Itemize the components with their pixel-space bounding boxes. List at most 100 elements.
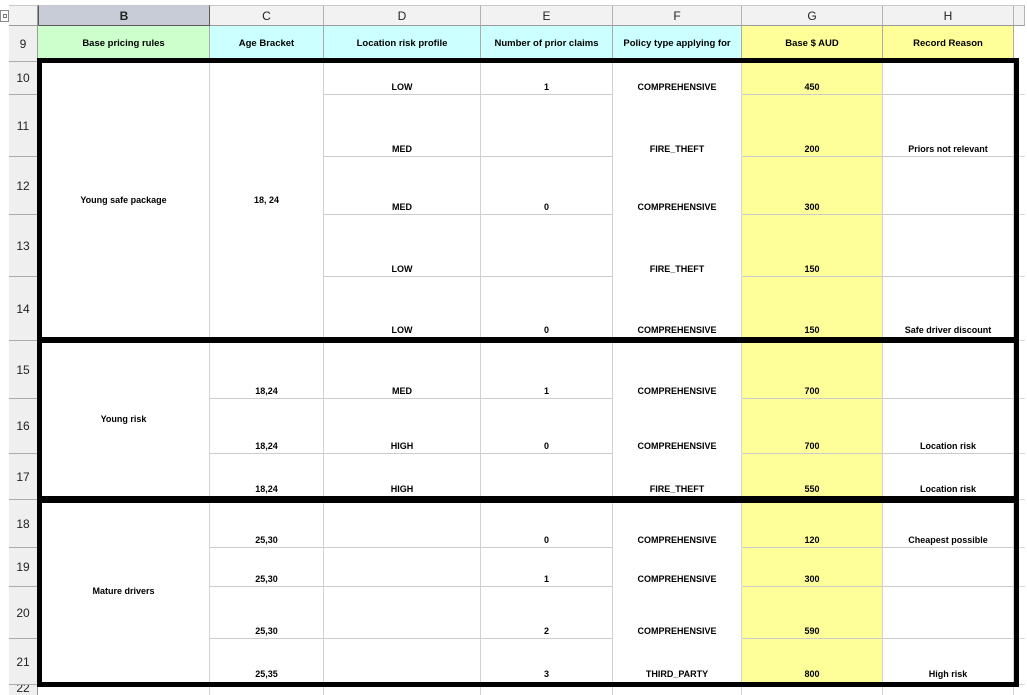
cell-h9-record-reason[interactable]: Record Reason	[883, 26, 1014, 62]
row-header-21[interactable]: 21	[9, 639, 38, 685]
cell-f18[interactable]: COMPREHENSIVE	[613, 500, 742, 548]
cell-d21[interactable]	[324, 639, 481, 685]
row-header-22[interactable]: 22	[9, 685, 38, 695]
cell-h14[interactable]: Safe driver discount	[883, 277, 1014, 341]
column-header-b[interactable]: B	[38, 5, 210, 26]
cell-b9-base-pricing-rules[interactable]: Base pricing rules	[38, 26, 210, 62]
cell-f16[interactable]: COMPREHENSIVE	[613, 399, 742, 454]
cell-f22[interactable]	[613, 685, 742, 695]
cell-d20[interactable]	[324, 587, 481, 639]
column-header-h[interactable]: H	[883, 5, 1014, 26]
row-header-20[interactable]: 20	[9, 587, 38, 639]
cell-d17[interactable]: HIGH	[324, 454, 481, 500]
cell-g22[interactable]	[742, 685, 883, 695]
cell-h15[interactable]	[883, 341, 1014, 399]
cell-e17[interactable]	[481, 454, 613, 500]
cell-f13[interactable]: FIRE_THEFT	[613, 215, 742, 277]
cell-h11[interactable]: Priors not relevant	[883, 95, 1014, 157]
row-header-9[interactable]: 9	[9, 26, 38, 62]
cell-f10[interactable]: COMPREHENSIVE	[613, 62, 742, 95]
cell-i20[interactable]	[1014, 587, 1025, 639]
cell-i21[interactable]	[1014, 639, 1025, 685]
cell-h10[interactable]	[883, 62, 1014, 95]
cell-f21[interactable]: THIRD_PARTY	[613, 639, 742, 685]
cell-b18-package-mature-drivers[interactable]: Mature drivers	[38, 500, 210, 685]
cell-f19[interactable]: COMPREHENSIVE	[613, 548, 742, 587]
column-header-c[interactable]: C	[210, 5, 324, 26]
cell-g9-base-aud[interactable]: Base $ AUD	[742, 26, 883, 62]
cell-e20[interactable]: 2	[481, 587, 613, 639]
cell-c22[interactable]	[210, 685, 324, 695]
cell-g13[interactable]: 150	[742, 215, 883, 277]
cell-c9-age-bracket[interactable]: Age Bracket	[210, 26, 324, 62]
row-header-13[interactable]: 13	[9, 215, 38, 277]
cell-h16[interactable]: Location risk	[883, 399, 1014, 454]
row-header-12[interactable]: 12	[9, 157, 38, 215]
cell-e22[interactable]	[481, 685, 613, 695]
cell-g12[interactable]: 300	[742, 157, 883, 215]
column-header-g[interactable]: G	[742, 5, 883, 26]
cell-i12[interactable]	[1014, 157, 1025, 215]
cell-d12[interactable]: MED	[324, 157, 481, 215]
cell-c19[interactable]: 25,30	[210, 548, 324, 587]
cell-f14[interactable]: COMPREHENSIVE	[613, 277, 742, 341]
cell-f20[interactable]: COMPREHENSIVE	[613, 587, 742, 639]
cell-e12[interactable]: 0	[481, 157, 613, 215]
row-header-16[interactable]: 16	[9, 399, 38, 454]
cell-e21[interactable]: 3	[481, 639, 613, 685]
cell-g14[interactable]: 150	[742, 277, 883, 341]
cell-f15[interactable]: COMPREHENSIVE	[613, 341, 742, 399]
row-header-17[interactable]: 17	[9, 454, 38, 500]
cell-c10-age-bracket-merged[interactable]: 18, 24	[210, 62, 324, 341]
row-header-10[interactable]: 10	[9, 62, 38, 95]
cell-g15[interactable]: 700	[742, 341, 883, 399]
cell-h18[interactable]: Cheapest possible	[883, 500, 1014, 548]
row-header-14[interactable]: 14	[9, 277, 38, 341]
cell-e14[interactable]: 0	[481, 277, 613, 341]
cell-g21[interactable]: 800	[742, 639, 883, 685]
cell-i19[interactable]	[1014, 548, 1025, 587]
cell-d14[interactable]: LOW	[324, 277, 481, 341]
cell-f9-policy-type[interactable]: Policy type applying for	[613, 26, 742, 62]
cell-d16[interactable]: HIGH	[324, 399, 481, 454]
cell-h12[interactable]	[883, 157, 1014, 215]
column-header-f[interactable]: F	[613, 5, 742, 26]
cell-e9-number-of-prior-claims[interactable]: Number of prior claims	[481, 26, 613, 62]
cell-f12[interactable]: COMPREHENSIVE	[613, 157, 742, 215]
cell-d19[interactable]	[324, 548, 481, 587]
cell-g17[interactable]: 550	[742, 454, 883, 500]
outline-toggle-button[interactable]	[0, 10, 9, 22]
cell-e15[interactable]: 1	[481, 341, 613, 399]
cell-i15[interactable]	[1014, 341, 1025, 399]
cell-h20[interactable]	[883, 587, 1014, 639]
column-header-partial[interactable]	[1014, 5, 1025, 26]
cell-e19[interactable]: 1	[481, 548, 613, 587]
cell-d9-location-risk-profile[interactable]: Location risk profile	[324, 26, 481, 62]
cell-c18[interactable]: 25,30	[210, 500, 324, 548]
cell-d18[interactable]	[324, 500, 481, 548]
cell-i17[interactable]	[1014, 454, 1025, 500]
cell-d10[interactable]: LOW	[324, 62, 481, 95]
cell-c16[interactable]: 18,24	[210, 399, 324, 454]
cell-f11[interactable]: FIRE_THEFT	[613, 95, 742, 157]
cell-g18[interactable]: 120	[742, 500, 883, 548]
cell-h13[interactable]	[883, 215, 1014, 277]
cell-d22[interactable]	[324, 685, 481, 695]
cell-e13[interactable]	[481, 215, 613, 277]
column-header-e[interactable]: E	[481, 5, 613, 26]
cell-c17[interactable]: 18,24	[210, 454, 324, 500]
cell-g11[interactable]: 200	[742, 95, 883, 157]
row-header-11[interactable]: 11	[9, 95, 38, 157]
cell-e10[interactable]: 1	[481, 62, 613, 95]
cell-i16[interactable]	[1014, 399, 1025, 454]
row-header-19[interactable]: 19	[9, 548, 38, 587]
cell-h19[interactable]	[883, 548, 1014, 587]
cell-g19[interactable]: 300	[742, 548, 883, 587]
cell-b15-package-young-risk[interactable]: Young risk	[38, 341, 210, 500]
cell-e16[interactable]: 0	[481, 399, 613, 454]
cell-i10[interactable]	[1014, 62, 1025, 95]
cell-e18[interactable]: 0	[481, 500, 613, 548]
cell-h21[interactable]: High risk	[883, 639, 1014, 685]
cell-g10[interactable]: 450	[742, 62, 883, 95]
cell-e11[interactable]	[481, 95, 613, 157]
